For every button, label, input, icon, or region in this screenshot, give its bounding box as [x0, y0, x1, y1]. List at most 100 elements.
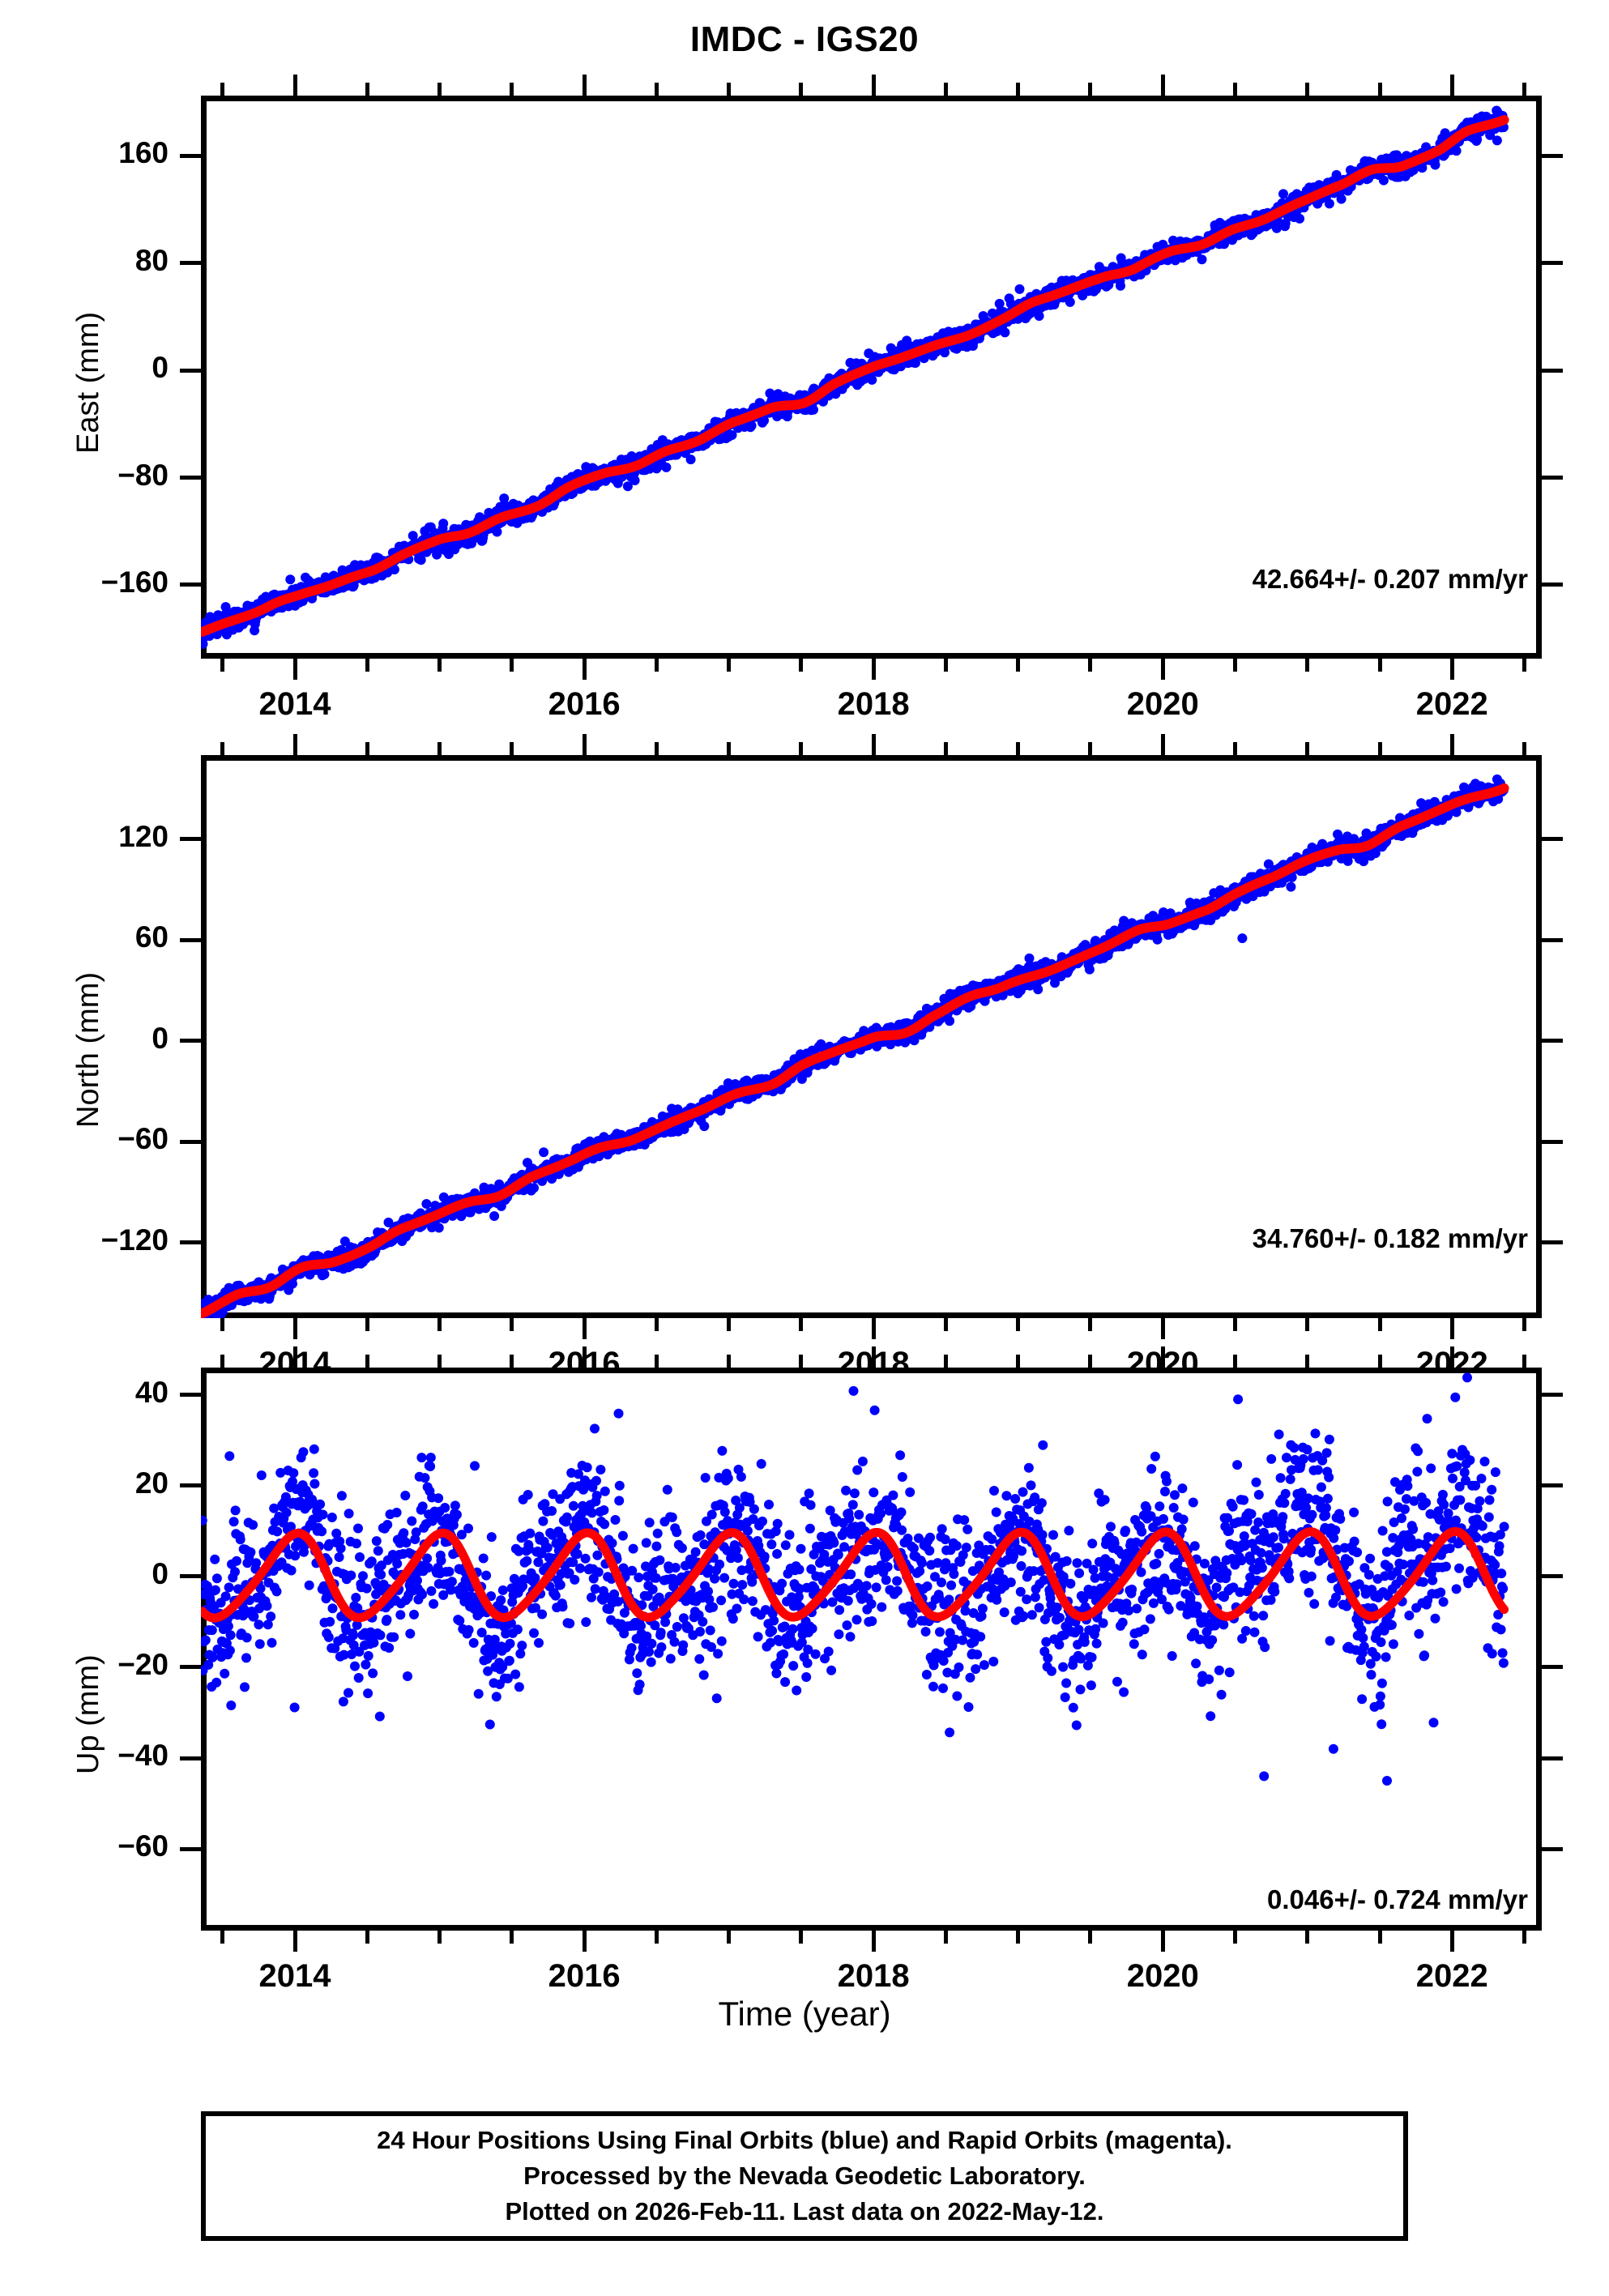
x-tick [799, 659, 804, 672]
x-tick [799, 1931, 804, 1944]
y-tick [180, 837, 201, 842]
panel-up-plot-area [201, 1372, 1509, 1786]
x-tick [871, 1931, 876, 1952]
x-tick [582, 75, 587, 96]
x-tick [1233, 1355, 1237, 1368]
y-tick-label: 0 [152, 351, 169, 385]
x-tick [510, 1355, 514, 1368]
caption-box: 24 Hour Positions Using Final Orbits (bl… [201, 2111, 1408, 2241]
x-tick [365, 659, 369, 672]
x-tick [510, 1318, 514, 1331]
y-tick [180, 153, 201, 158]
x-tick [871, 1346, 876, 1368]
x-tick [1088, 1355, 1093, 1368]
y-tick [180, 937, 201, 942]
y-tick-label: 0 [152, 1021, 169, 1055]
x-tick [1377, 83, 1382, 96]
x-tick-label: 2020 [1126, 686, 1199, 722]
y-tick [1542, 261, 1563, 266]
y-tick [180, 476, 201, 480]
x-tick [220, 742, 225, 755]
y-tick [180, 1846, 201, 1851]
x-tick [220, 659, 225, 672]
x-tick [1088, 83, 1093, 96]
x-tick [1305, 742, 1310, 755]
x-tick-label: 2018 [837, 1958, 910, 1994]
x-tick [654, 1355, 659, 1368]
x-tick [1522, 659, 1527, 672]
x-tick [220, 1355, 225, 1368]
y-tick-label: −20 [117, 1647, 169, 1681]
x-tick-label: 2016 [548, 1958, 621, 1994]
x-tick [1522, 1355, 1527, 1368]
y-tick [180, 261, 201, 266]
panel-north-axis-title: North (mm) [71, 971, 105, 1128]
x-tick [220, 1318, 225, 1331]
y-tick [1542, 1665, 1563, 1670]
x-tick [654, 659, 659, 672]
x-tick [582, 734, 587, 755]
x-tick [510, 1931, 514, 1944]
x-tick [1233, 659, 1237, 672]
y-tick [1542, 1574, 1563, 1579]
x-tick [220, 1931, 225, 1944]
panel-up-rate-label: 0.046+/- 0.724 mm/yr [1267, 1884, 1528, 1914]
x-tick [871, 75, 876, 96]
page-title: IMDC - IGS20 [689, 19, 920, 59]
x-tick [582, 1346, 587, 1368]
x-tick [1522, 742, 1527, 755]
x-tick [220, 83, 225, 96]
x-tick [1522, 1931, 1527, 1944]
caption-line-3: Plotted on 2026-Feb-11. Last data on 202… [505, 2197, 1104, 2226]
x-tick [1233, 1931, 1237, 1944]
y-tick [180, 1483, 201, 1488]
x-tick [654, 1931, 659, 1944]
x-tick [871, 659, 876, 680]
y-tick-label: −60 [117, 1122, 169, 1156]
x-tick [1016, 659, 1021, 672]
y-tick [1542, 1039, 1563, 1043]
x-tick-label: 2018 [837, 686, 910, 722]
x-tick [582, 1931, 587, 1952]
y-tick [1542, 1240, 1563, 1245]
y-tick-label: 120 [118, 819, 169, 853]
x-tick [1233, 1318, 1237, 1331]
x-axis-title: Time (year) [718, 1995, 891, 2033]
y-tick [180, 1756, 201, 1760]
x-tick [437, 659, 442, 672]
x-tick [1160, 734, 1165, 755]
x-tick [654, 83, 659, 96]
y-tick [1542, 937, 1563, 942]
y-tick-label: 160 [118, 136, 169, 170]
panel-north [201, 755, 1542, 1318]
x-tick [510, 742, 514, 755]
x-tick-label: 2020 [1126, 1958, 1199, 1994]
x-tick [1449, 659, 1454, 680]
x-tick [799, 1355, 804, 1368]
y-tick-label: −80 [117, 458, 169, 492]
x-tick-label: 2014 [258, 686, 331, 722]
x-tick [582, 1318, 587, 1339]
x-tick [1449, 1346, 1454, 1368]
panel-east-axis-title: East (mm) [71, 311, 105, 454]
x-tick [365, 1355, 369, 1368]
x-tick [365, 83, 369, 96]
x-tick [1233, 83, 1237, 96]
x-tick [292, 1346, 297, 1368]
y-tick [1542, 476, 1563, 480]
x-tick [292, 75, 297, 96]
x-tick [1449, 1318, 1454, 1339]
y-tick-label: −120 [100, 1223, 169, 1257]
x-tick [437, 83, 442, 96]
x-tick [943, 1355, 948, 1368]
x-tick [365, 742, 369, 755]
x-tick [1305, 659, 1310, 672]
x-tick [1377, 1355, 1382, 1368]
y-tick [180, 1574, 201, 1579]
x-tick [292, 659, 297, 680]
x-tick [1160, 75, 1165, 96]
panel-up-axis-title: Up (mm) [71, 1654, 105, 1774]
x-tick [292, 1318, 297, 1339]
x-tick [437, 1318, 442, 1331]
x-tick [727, 659, 732, 672]
